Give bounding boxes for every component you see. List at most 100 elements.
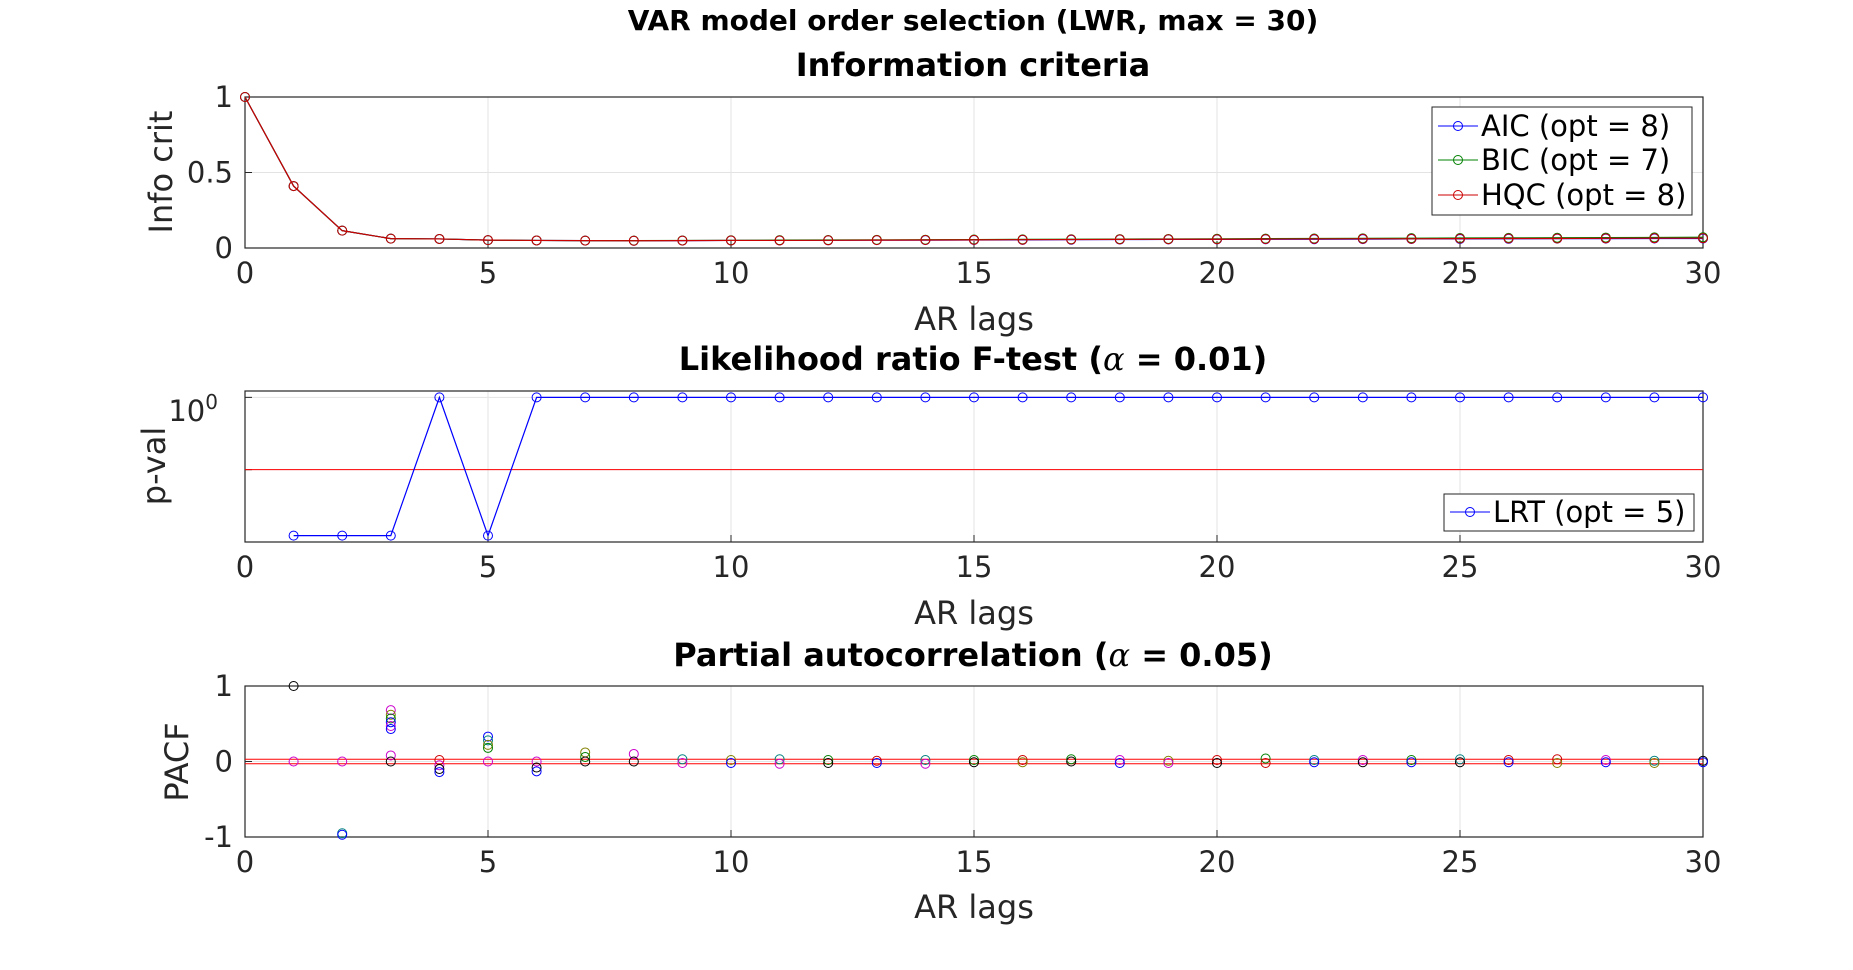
pacf-point xyxy=(1163,758,1174,769)
lrt-point xyxy=(871,392,882,403)
pacf-point xyxy=(288,681,299,691)
pacf-point xyxy=(1455,757,1465,768)
hqc-point xyxy=(1455,233,1465,244)
hqc-point xyxy=(483,235,493,246)
lrt-point xyxy=(1698,392,1708,403)
pacf-point xyxy=(531,766,542,777)
ytick-label: 0 xyxy=(215,231,233,265)
pacf-point xyxy=(1649,758,1660,769)
hqc-point xyxy=(871,235,882,246)
hqc-point xyxy=(1406,233,1417,244)
pacf-point xyxy=(1455,754,1465,765)
pacf-point xyxy=(1309,757,1320,768)
hqc-point xyxy=(1698,233,1708,244)
legend-aic-marker xyxy=(1453,121,1463,131)
panel1-title: Information criteria xyxy=(796,46,1151,84)
xtick-label: 15 xyxy=(956,845,993,879)
xtick-label: 25 xyxy=(1442,256,1479,290)
hqc-point xyxy=(580,235,591,246)
pacf-point xyxy=(823,758,834,769)
pacf-point xyxy=(1260,758,1271,769)
hqc-point xyxy=(1260,234,1271,245)
pacf-point xyxy=(1600,757,1611,768)
lrt-point xyxy=(1649,392,1660,403)
legend-bic-label: BIC (opt = 7) xyxy=(1481,143,1670,177)
ytick-label: 0.5 xyxy=(187,156,233,190)
panel2-title-alpha: α xyxy=(1103,340,1125,378)
pacf-point xyxy=(385,713,396,724)
hqc-point xyxy=(1357,233,1368,244)
panel2-ylabel: p-val xyxy=(135,427,173,505)
legend-lrt-label: LRT (opt = 5) xyxy=(1493,495,1685,529)
lrt-point xyxy=(1600,392,1611,403)
lrt-point xyxy=(1455,392,1465,403)
xtick-label: 25 xyxy=(1442,845,1479,879)
pacf-point xyxy=(1066,754,1077,765)
pacf-point xyxy=(337,829,348,840)
legend-lrt-marker xyxy=(1465,507,1475,517)
hqc-point xyxy=(240,92,250,102)
pacf-point xyxy=(871,758,882,769)
lrt-point xyxy=(969,392,979,403)
panel3-grid xyxy=(244,685,1704,838)
xtick-label: 20 xyxy=(1199,845,1236,879)
xtick-label: 0 xyxy=(236,256,254,290)
hqc-point xyxy=(1163,234,1174,245)
xtick-label: 15 xyxy=(956,256,993,290)
hqc-point xyxy=(385,233,396,244)
pacf-point xyxy=(1017,757,1028,768)
xtick-label: 5 xyxy=(479,845,497,879)
xtick-label: 5 xyxy=(479,256,497,290)
pacf-point xyxy=(483,739,493,750)
lrt-point xyxy=(288,530,299,541)
pacf-point xyxy=(1406,754,1417,765)
hqc-point xyxy=(969,234,979,245)
panel2-ytick-exp: 0 xyxy=(205,390,218,414)
pacf-point xyxy=(1066,756,1077,767)
pacf-point xyxy=(1260,753,1271,764)
pacf-point xyxy=(531,762,542,773)
pacf-point xyxy=(1114,758,1125,769)
pacf-point xyxy=(385,717,396,728)
lrt-point xyxy=(1017,392,1028,403)
xtick-label: 0 xyxy=(236,550,254,584)
lrt-point xyxy=(628,392,639,403)
ytick-label: 1 xyxy=(215,669,233,703)
hqc-point xyxy=(920,234,931,245)
hqc-point xyxy=(1212,234,1222,245)
pacf-point xyxy=(434,754,445,765)
lrt-point xyxy=(823,392,834,403)
lrt-point xyxy=(1552,392,1563,403)
hqc-point xyxy=(726,235,736,246)
pacf-point xyxy=(1503,754,1514,765)
pacf-point xyxy=(1212,758,1222,769)
hqc-point xyxy=(337,225,348,236)
lrt-point xyxy=(1309,392,1320,403)
pacf-point xyxy=(774,758,785,769)
pacf-point xyxy=(483,735,493,746)
xtick-label: 25 xyxy=(1442,550,1479,584)
pacf-point xyxy=(920,758,931,769)
lrt-point xyxy=(483,530,493,541)
xtick-label: 10 xyxy=(713,550,750,584)
pacf-point xyxy=(385,705,396,716)
pacf-point xyxy=(969,754,979,765)
pacf-point xyxy=(483,756,493,767)
legend-hqc-label: HQC (opt = 8) xyxy=(1481,178,1686,212)
pacf-point xyxy=(1357,754,1368,765)
panel3-xlabel: AR lags xyxy=(914,888,1034,926)
panel2-xlabel: AR lags xyxy=(914,594,1034,632)
lrt-point xyxy=(920,392,931,403)
lrt-point xyxy=(1503,392,1514,403)
lrt-point xyxy=(385,530,396,541)
xtick-label: 20 xyxy=(1199,256,1236,290)
panel3-title-alpha: α xyxy=(1108,636,1130,674)
legend-bic-marker xyxy=(1453,155,1463,165)
pacf-point xyxy=(385,709,396,720)
pacf-point xyxy=(385,756,396,767)
pacf-point xyxy=(1600,754,1611,765)
lrt-point xyxy=(434,392,445,403)
pacf-point xyxy=(434,764,445,775)
pacf-point xyxy=(434,760,445,771)
pacf-point xyxy=(677,758,688,769)
